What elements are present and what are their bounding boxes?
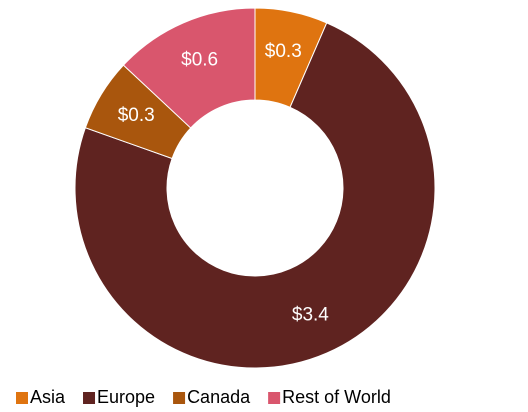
legend-text: Europe bbox=[97, 387, 155, 407]
legend-text: Asia bbox=[30, 387, 66, 407]
slice-label: $0.3 bbox=[118, 105, 155, 126]
legend-text: Canada bbox=[187, 387, 251, 407]
legend-swatch bbox=[83, 392, 96, 404]
donut: $0.3 $3.4 $0.3 $0.6 bbox=[74, 7, 436, 369]
slice-label: $0.3 bbox=[265, 41, 302, 62]
legend-text: Rest of World bbox=[282, 387, 391, 407]
slice-label: $3.4 bbox=[292, 305, 329, 326]
legend-swatch bbox=[173, 392, 186, 404]
legend-swatch bbox=[268, 392, 281, 404]
slice-label: $0.6 bbox=[181, 50, 218, 71]
slice bbox=[74, 22, 436, 369]
legend: Asia Europe Canada Rest of World bbox=[16, 387, 391, 407]
slice bbox=[122, 7, 256, 129]
legend-swatch bbox=[16, 392, 28, 404]
